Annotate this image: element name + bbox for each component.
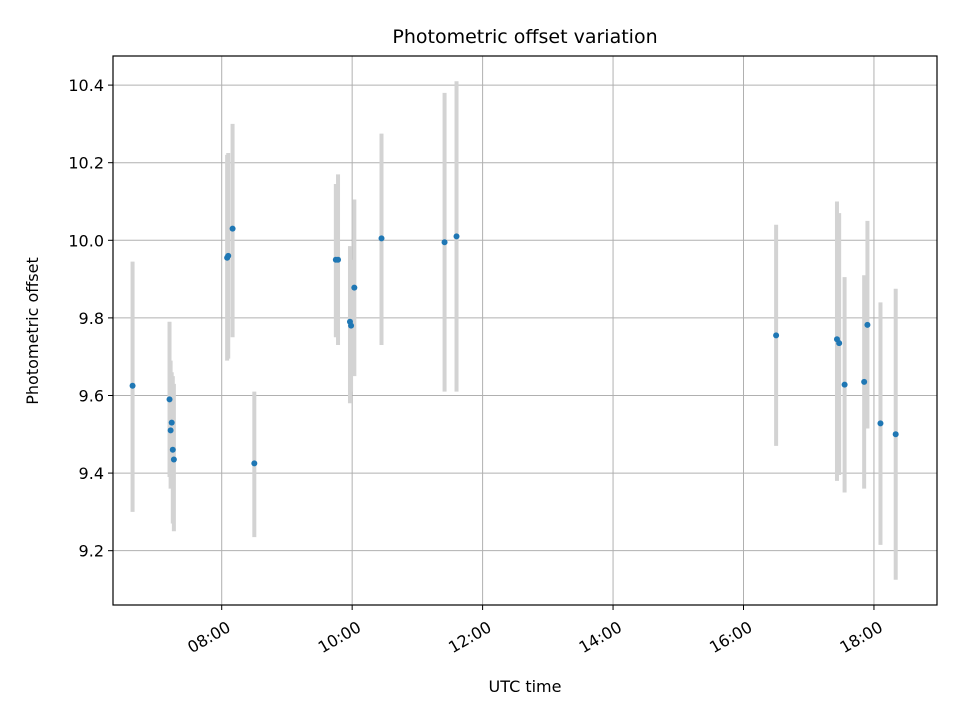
data-point bbox=[841, 381, 848, 388]
data-point bbox=[453, 233, 460, 240]
data-point bbox=[892, 431, 899, 438]
x-axis-title: UTC time bbox=[489, 677, 562, 696]
data-point bbox=[441, 239, 448, 246]
data-point bbox=[225, 252, 232, 259]
data-point bbox=[129, 382, 136, 389]
y-axis-ticks: 9.2 9.4 9.6 9.8 10.0 10.2 10.4 bbox=[68, 76, 113, 561]
data-point bbox=[861, 378, 868, 385]
data-point bbox=[229, 225, 236, 232]
data-points bbox=[129, 225, 899, 467]
data-point bbox=[773, 332, 780, 339]
data-point bbox=[251, 460, 258, 467]
data-point bbox=[170, 456, 177, 463]
y-tick-label: 9.4 bbox=[79, 464, 104, 483]
data-point bbox=[348, 322, 355, 329]
grid bbox=[113, 56, 937, 605]
chart-title: Photometric offset variation bbox=[392, 26, 657, 48]
y-tick-label: 9.6 bbox=[79, 386, 104, 405]
y-tick-label: 9.2 bbox=[79, 542, 104, 561]
data-point bbox=[864, 321, 871, 328]
plot-frame bbox=[112, 55, 938, 606]
y-tick-label: 9.8 bbox=[79, 309, 104, 328]
y-tick-label: 10.2 bbox=[68, 154, 104, 173]
y-axis-title: Photometric offset bbox=[23, 257, 42, 405]
data-point bbox=[169, 446, 176, 453]
y-tick-label: 10.4 bbox=[68, 76, 104, 95]
data-point bbox=[166, 396, 173, 403]
data-point bbox=[335, 256, 342, 263]
data-point bbox=[167, 427, 174, 434]
data-point bbox=[836, 340, 843, 347]
data-point bbox=[168, 419, 175, 426]
data-point bbox=[378, 235, 385, 242]
y-tick-label: 10.0 bbox=[68, 231, 104, 250]
data-point bbox=[877, 420, 884, 427]
data-point bbox=[351, 284, 358, 291]
